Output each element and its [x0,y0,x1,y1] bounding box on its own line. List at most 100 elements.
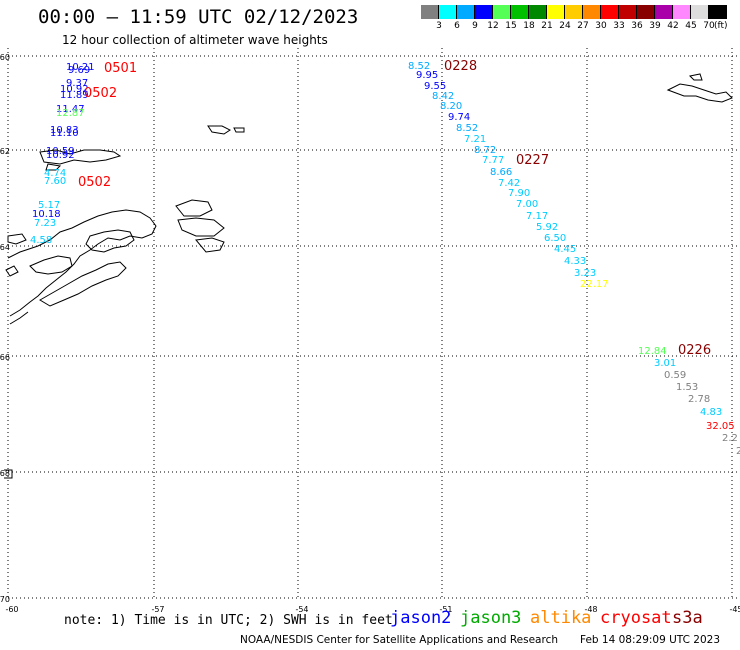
longitude-labels: -60 -57 -54 -51 -48 -45 [5,605,740,614]
satellite-name: cryosat [600,608,672,628]
south-shetland-islands [39,149,122,165]
legend-swatch [709,5,727,19]
legend-label: 24 [559,21,571,31]
legend-swatch [493,5,511,19]
wave-height-value: 4.83 [700,407,722,418]
observations: 10.219.69 05019.3710.9211.8911.4712.8710.… [30,59,740,457]
legend-label: 36 [631,21,643,31]
wave-height-value: 11.10 [50,128,79,139]
wave-height-value: 2.2 [722,433,738,444]
legend-swatch [637,5,655,19]
satellite-name: s3a [672,608,703,628]
islands-east [175,199,213,217]
wave-height-value: 7.21 [464,134,486,145]
james-ross-island-coast [29,255,73,275]
wave-height-value: 7.77 [482,155,504,166]
lat-label: -68 [0,469,10,478]
wave-height-value: 7.60 [44,176,66,187]
wave-height-value: 22.17 [580,279,609,290]
lat-label: -60 [0,53,10,62]
wave-height-value: 9.69 [68,65,90,76]
wave-height-value: 4.33 [564,256,586,267]
wave-height-value: 2.78 [688,394,710,405]
wave-height-value: 0.59 [664,370,686,381]
legend-swatch [583,5,601,19]
wave-height-value: 6.50 [544,233,566,244]
chart-title: 00:00 — 11:59 UTC 02/12/2023 [38,6,359,28]
wave-height-value: 10.18 [32,209,61,220]
latitude-labels: -60 -62 -64 -66 -68 -70 [0,53,10,604]
legend-swatch [673,5,691,19]
satellite-name: altika [530,608,592,628]
wave-height-value: 2 [736,446,740,457]
lon-label: -60 [5,605,18,614]
footnote: note: 1) Time is in UTC; 2) SWH is in fe… [64,613,393,628]
lon-label: -57 [151,605,164,614]
antarctic-peninsula-coast [7,209,157,317]
wave-height-value: 9.74 [448,112,470,123]
pass-time-label: 0226 [678,343,711,358]
wave-height-value: 7.42 [498,178,520,189]
legend-label: 30 [595,21,607,31]
legend-label: 42 [667,21,679,31]
joinville-island-coast [85,229,135,253]
legend-label: 70 [703,21,715,31]
satellite-name: jason2 [390,608,452,628]
legend-swatch [511,5,529,19]
lat-label: -64 [0,243,10,252]
wave-height-value: 1.53 [676,382,698,393]
wave-height-value: 4.74 [44,168,66,179]
legend-swatch [439,5,457,19]
wave-height-value: 11.47 [56,104,85,115]
legend-label: 33 [613,21,625,31]
lon-label: -51 [439,605,452,614]
wave-height-value: 9.95 [416,70,438,81]
wave-height-value: 8.42 [432,91,454,102]
islands-east-2 [177,217,225,237]
wave-height-value: 5.17 [38,200,60,211]
wave-height-value: 7.23 [34,218,56,229]
credit-line: NOAA/NESDIS Center for Satellite Applica… [240,634,558,646]
south-georgia-fragment [666,83,733,103]
east-coast-inlet [39,261,127,307]
orkney-small [233,127,245,133]
legend-swatch [547,5,565,19]
wave-height-value: 9.37 [66,78,88,89]
satellite-name: jason3 [460,608,522,628]
islands-east-3 [195,237,225,253]
wave-height-value: 7.00 [516,199,538,210]
legend-label: 12 [487,21,499,31]
wave-height-value: 12.87 [56,108,85,119]
legend-label: 21 [541,21,553,31]
legend-swatch [475,5,493,19]
legend-label: 18 [523,21,535,31]
lon-label: -45 [729,605,740,614]
generated-timestamp: Feb 14 08:29:09 UTC 2023 [580,634,720,646]
wave-height-value: 10.92 [46,150,75,161]
wave-height-value: 5.92 [536,222,558,233]
pass-time-label: 0227 [516,153,549,168]
wave-height-value: 3.01 [654,358,676,369]
coastline [4,73,733,479]
west-edge-mark [4,469,13,479]
peninsula-inner-line [9,311,29,325]
pass-time-label: 0502 [78,175,111,190]
wave-height-value: 32.05 [706,421,735,432]
pass-time-label: 0228 [444,59,477,74]
wave-height-value: 11.89 [60,90,89,101]
wave-height-value: 8.66 [490,167,512,178]
pass-time-label: 0502 [84,86,117,101]
legend-swatch [529,5,547,19]
legend-swatch [565,5,583,19]
wave-height-value: 12.84 [638,346,667,357]
wave-height-value: 10.21 [66,62,95,73]
wave-height-value: 8.52 [408,61,430,72]
legend-label: 6 [454,21,460,31]
map-grid [7,48,740,600]
small-island-a [7,233,27,245]
wave-height-value: 7.90 [508,188,530,199]
wave-height-value: 8.20 [440,101,462,112]
wave-height-value: 10.59 [46,146,75,157]
wave-height-value: 10.92 [60,84,89,95]
